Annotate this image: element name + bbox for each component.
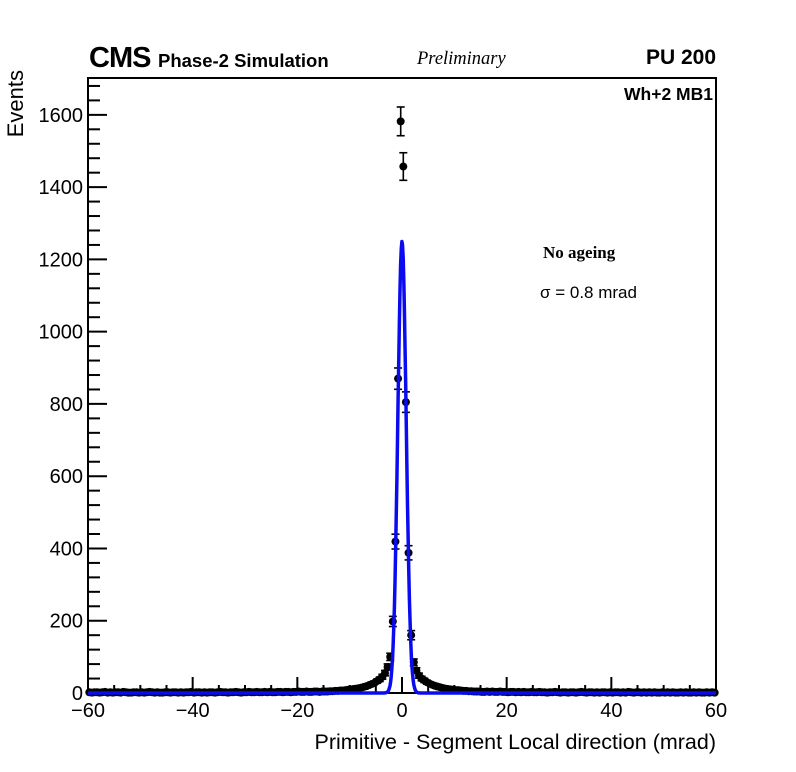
data-point	[383, 662, 392, 671]
sigma-annotation: σ = 0.8 mrad	[540, 283, 637, 302]
x-tick-label: 60	[705, 700, 727, 722]
y-tick-label: 1200	[39, 249, 84, 271]
x-axis-title: Primitive - Segment Local direction (mra…	[314, 730, 716, 754]
data-point	[380, 669, 389, 678]
x-tick-label: −60	[71, 700, 105, 722]
header-preliminary: Preliminary	[417, 49, 506, 69]
x-tick-label: 20	[496, 700, 518, 722]
x-tick-label: 0	[396, 700, 407, 722]
region-label: Wh+2 MB1	[624, 84, 713, 104]
x-tick-label: −20	[280, 700, 314, 722]
y-tick-label: 0	[72, 683, 83, 705]
y-tick-label: 600	[50, 466, 83, 488]
axis-tick-labels: −60 −40 −20 0 20 40 60020040060080010001200140…	[39, 105, 728, 722]
header-phase-label: Phase-2 Simulation	[158, 50, 329, 71]
ageing-annotation: No ageing	[543, 243, 616, 262]
x-tick-label: −40	[176, 700, 210, 722]
y-tick-label: 800	[50, 394, 83, 416]
data-point	[396, 117, 405, 126]
y-tick-label: 1400	[39, 177, 84, 199]
y-tick-label: 400	[50, 538, 83, 560]
data-point	[399, 162, 408, 171]
y-tick-label: 1600	[39, 105, 84, 127]
y-tick-label: 200	[50, 611, 83, 633]
header-pileup-label: PU 200	[645, 46, 716, 69]
y-tick-label: 1000	[39, 322, 84, 344]
x-tick-label: 40	[600, 700, 622, 722]
gaussian-fit-curve	[88, 239, 716, 695]
data-series	[85, 106, 719, 697]
cms-logo-text: CMS	[89, 42, 151, 74]
y-axis-title: Events	[3, 70, 28, 138]
